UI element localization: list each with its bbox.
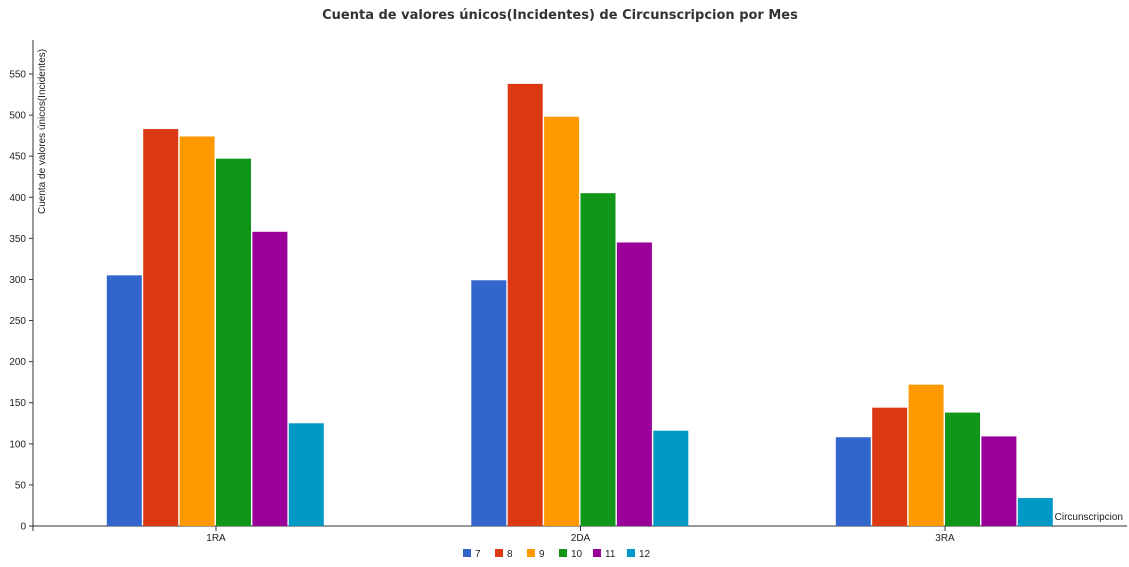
legend-swatch [627, 549, 635, 557]
y-tick-label: 450 [9, 152, 26, 163]
bar-3RA-7[interactable] [835, 437, 871, 526]
bar-2DA-7[interactable] [471, 280, 507, 526]
legend-item-10[interactable]: 10 [559, 549, 583, 560]
y-tick-label: 400 [9, 193, 26, 204]
bar-3RA-9[interactable] [908, 384, 944, 526]
x-tick-label: 1RA [206, 533, 226, 544]
y-tick-label: 150 [9, 398, 26, 409]
bar-1RA-9[interactable] [179, 136, 215, 526]
bar-1RA-11[interactable] [252, 231, 288, 526]
bar-2DA-8[interactable] [507, 83, 543, 527]
legend[interactable]: 7 8 9 10 11 12 [463, 549, 651, 560]
legend-label: 11 [605, 549, 616, 560]
bars [106, 83, 1053, 527]
y-tick-label: 350 [9, 234, 26, 245]
x-tick-label: 2DA [571, 533, 591, 544]
legend-item-12[interactable]: 12 [627, 549, 651, 560]
x-tick-label: 3RA [935, 533, 955, 544]
y-tick-label: 500 [9, 111, 26, 122]
y-tick-label: 200 [9, 357, 26, 368]
legend-swatch [593, 549, 601, 557]
x-ticks: 1RA 2DA 3RA [206, 526, 955, 544]
legend-item-9[interactable]: 9 [527, 549, 545, 560]
legend-label: 8 [507, 549, 513, 560]
chart-title: Cuenta de valores únicos(Incidentes) de … [322, 8, 798, 23]
legend-item-8[interactable]: 8 [495, 549, 513, 560]
bar-2DA-12[interactable] [653, 430, 689, 526]
x-axis-label: Circunscripcion [1055, 512, 1123, 523]
legend-swatch [559, 549, 567, 557]
bar-3RA-11[interactable] [981, 436, 1017, 526]
legend-label: 7 [475, 549, 481, 560]
legend-item-7[interactable]: 7 [463, 549, 481, 560]
y-tick-label: 550 [9, 70, 26, 81]
bar-2DA-11[interactable] [616, 242, 652, 526]
legend-swatch [527, 549, 535, 557]
legend-swatch [495, 549, 503, 557]
y-tick-label: 100 [9, 439, 26, 450]
legend-swatch [463, 549, 471, 557]
bar-1RA-12[interactable] [288, 423, 324, 526]
bar-3RA-12[interactable] [1017, 498, 1053, 526]
legend-label: 12 [639, 549, 651, 560]
bar-1RA-7[interactable] [106, 275, 142, 526]
y-ticks: 0 50 100 150 200 250 300 350 400 450 500 550 [9, 70, 33, 533]
y-axis-label: Cuenta de valores únicos(Incidentes) [37, 49, 48, 214]
bar-3RA-8[interactable] [872, 407, 908, 526]
bar-2DA-10[interactable] [580, 193, 616, 526]
y-tick-label: 50 [15, 480, 27, 491]
legend-label: 9 [539, 549, 545, 560]
y-tick-label: 0 [20, 522, 26, 533]
bar-3RA-10[interactable] [945, 412, 980, 526]
legend-label: 10 [571, 549, 583, 560]
bar-1RA-10[interactable] [216, 158, 251, 526]
bar-2DA-9[interactable] [544, 116, 580, 527]
legend-item-11[interactable]: 11 [593, 549, 616, 560]
bar-1RA-8[interactable] [143, 129, 179, 526]
y-tick-label: 300 [9, 275, 26, 286]
y-tick-label: 250 [9, 316, 26, 327]
